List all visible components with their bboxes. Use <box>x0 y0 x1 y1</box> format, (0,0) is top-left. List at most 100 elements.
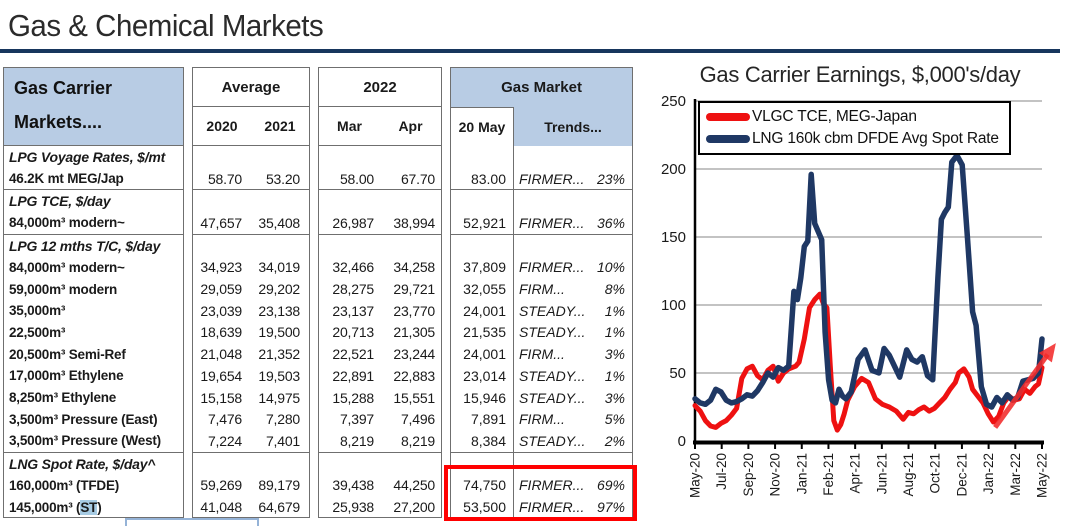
average-rows: 58.70 53.20 47,657 35,408 34,923 34,019 29,059… <box>193 146 309 518</box>
legend-label-vlgc: VLGC TCE, MEG-Japan <box>752 108 917 125</box>
2022-values-row: 26,987 38,994 <box>332 214 435 231</box>
gas-market-values-row: 23,014 STEADY... 1% <box>451 365 632 387</box>
item-label-row: 46.2K mt MEG/Jap <box>9 171 124 187</box>
chart-title: Gas Carrier Earnings, $,000's/day <box>699 62 1021 87</box>
gas-market-values-row: 15,946 STEADY... 3% <box>451 386 632 409</box>
average-values-row: 59,269 89,179 <box>200 477 300 494</box>
x-tick-label-Oct-21: Oct-21 <box>928 453 943 494</box>
x-tick-label-Jan-21: Jan-21 <box>794 453 809 494</box>
2022-values-row: 25,938 27,200 <box>332 499 435 516</box>
average-values-row: 21,048 21,352 <box>200 346 300 363</box>
item-label-row: 3,500m³ Pressure (West) <box>9 433 161 449</box>
section-label-row: LPG TCE, $/day <box>4 189 183 212</box>
x-tick-label-Mar-22: Mar-22 <box>1008 453 1023 496</box>
label-rows: LPG Voyage Rates, $/mt 46.2K mt MEG/Jap LP… <box>4 146 183 518</box>
header-2022: 2022 <box>319 68 441 107</box>
header-20-may: 20 May <box>451 107 514 146</box>
gas-market-values-row <box>451 189 632 213</box>
gas-market-rows: 83.00 FIRMER... 23% 52,921 FIRMER... 36% 37,80… <box>451 146 632 518</box>
2022-values-row: 7,397 7,496 <box>339 411 435 428</box>
average-values-row: 7,224 7,401 <box>207 432 300 449</box>
gas-market-values-row: 24,001 STEADY... 1% <box>451 299 632 322</box>
gas-market-values-row <box>451 233 632 257</box>
average-values-row: 41,048 64,679 <box>200 499 300 516</box>
vlgc-line-swatch <box>706 113 750 121</box>
average-values-row: 15,158 14,975 <box>200 389 300 406</box>
section-label-row: LPG Voyage Rates, $/mt <box>9 148 166 165</box>
gas-market-values-row: 52,921 FIRMER... 36% <box>451 212 632 234</box>
average-values-row: 47,657 35,408 <box>200 214 300 231</box>
x-tick-label-Apr-21: Apr-21 <box>848 453 863 494</box>
y-tick-label-50: 50 <box>669 365 686 382</box>
average-values-row: 19,654 19,503 <box>200 367 300 384</box>
2022-values-row: 28,275 29,721 <box>332 281 435 298</box>
gas-market-values-row: 24,001 FIRM... 3% <box>451 343 632 366</box>
series-line-vlgc <box>692 291 1045 433</box>
gas-market-values-row: 8,384 STEADY... 2% <box>451 430 632 452</box>
page-title: Gas & Chemical Markets <box>8 8 324 43</box>
y-tick-label-0: 0 <box>678 433 686 450</box>
item-label-row: 84,000m³ modern~ <box>9 215 125 231</box>
2022-values-row <box>319 189 441 212</box>
average-values-row: 29,059 29,202 <box>200 281 300 298</box>
2022-values-row <box>319 233 441 257</box>
header-gas-market: Gas Market <box>451 68 632 107</box>
2022-values-row: 22,891 22,883 <box>332 367 435 384</box>
gas-market-values-row <box>451 451 632 475</box>
legend-entry-vlgc: VLGC TCE, MEG-Japan <box>706 106 1003 128</box>
2022-values-row: 23,137 23,770 <box>332 302 435 319</box>
y-tick-label-250: 250 <box>661 93 686 110</box>
item-label-row: 8,250m³ Ethylene <box>9 390 117 406</box>
gas-market-values-row: 83.00 FIRMER... 23% <box>451 167 632 190</box>
lng-line-swatch <box>706 135 750 143</box>
average-values-row: 58.70 53.20 <box>207 170 300 187</box>
item-label-row: 17,000m³ Ethylene <box>9 368 124 384</box>
x-tick-label-Jun-21: Jun-21 <box>874 453 889 494</box>
2022-values-row <box>319 146 441 168</box>
chart-legend: VLGC TCE, MEG-Japan LNG 160k cbm DFDE Av… <box>698 101 1011 155</box>
highlighted-text: ST <box>80 499 98 515</box>
average-values-row <box>193 451 309 475</box>
table-header-gas-carrier: Gas Carrier Markets.... <box>4 68 183 146</box>
trend-arrow-head <box>1038 343 1056 363</box>
2022-values-row <box>319 451 441 475</box>
x-tick-label-Aug-21: Aug-21 <box>901 453 916 497</box>
title-underline <box>0 49 1060 53</box>
gas-market-values-row: 21,535 STEADY... 1% <box>451 321 632 344</box>
average-values-row: 7,476 7,280 <box>207 411 300 428</box>
item-label-row: 3,500m³ Pressure (East) <box>9 411 158 427</box>
item-label-row: 20,500m³ Semi-Ref <box>9 346 126 362</box>
2022-values-row: 32,466 34,258 <box>332 259 435 276</box>
average-values-row: 23,039 23,138 <box>200 302 300 319</box>
section-label-row: LNG Spot Rate, $/day^ <box>4 451 183 475</box>
2022-rows: 58.00 67.70 26,987 38,994 32,466 34,258 28,275… <box>319 146 441 518</box>
header-2021: 2021 <box>264 118 296 134</box>
x-tick-label-Sep-20: Sep-20 <box>741 453 756 497</box>
table-header-line2: Markets.... <box>14 111 103 132</box>
trend-arrow-shaft <box>993 352 1050 429</box>
y-tick-label-150: 150 <box>661 229 686 246</box>
average-values-row: 34,923 34,019 <box>200 259 300 276</box>
gas-market-values-row: 53,500 FIRMER... 97% <box>451 496 632 518</box>
gas-market-values-row: 32,055 FIRM... 8% <box>451 278 632 300</box>
header-apr: Apr <box>398 118 423 134</box>
x-tick-label-May-22: May-22 <box>1035 453 1050 498</box>
x-tick-label-Jan-22: Jan-22 <box>981 453 996 494</box>
2022-values-row: 8,219 8,219 <box>339 432 435 449</box>
gas-carrier-markets-table-labels: Gas Carrier Markets.... LPG Voyage Rates… <box>3 67 184 518</box>
item-label-row: 35,000m³ <box>9 303 66 319</box>
item-label-row: 22,500m³ <box>9 324 66 340</box>
average-values-row <box>193 146 309 168</box>
2022-values-row: 58.00 67.70 <box>339 170 435 187</box>
lng-spot-highlight-box <box>444 465 637 521</box>
gas-market-values-row <box>451 146 632 168</box>
item-label-row: 160,000m³ (TFDE) <box>9 477 120 493</box>
header-mar: Mar <box>337 118 362 134</box>
header-average: Average <box>193 68 309 107</box>
x-tick-label-Nov-20: Nov-20 <box>768 453 783 497</box>
gas-market-values-row: 74,750 FIRMER... 69% <box>451 474 632 497</box>
item-label-row: 84,000m³ modern~ <box>9 259 125 275</box>
item-label-row: 59,000m³ modern <box>9 281 118 297</box>
x-tick-label-Feb-21: Feb-21 <box>821 453 836 496</box>
